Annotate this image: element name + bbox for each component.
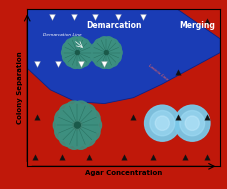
- Point: [87, 155, 91, 158]
- Circle shape: [81, 46, 93, 59]
- Circle shape: [65, 54, 77, 67]
- Point: [35, 116, 39, 119]
- Circle shape: [98, 56, 110, 68]
- Text: Demarcation: Demarcation: [86, 21, 142, 30]
- Circle shape: [91, 46, 103, 59]
- Text: Merging: Merging: [179, 21, 215, 30]
- Point: [56, 63, 60, 66]
- Circle shape: [82, 122, 100, 141]
- Point: [103, 63, 106, 66]
- Circle shape: [59, 128, 77, 146]
- Circle shape: [82, 109, 100, 128]
- Circle shape: [91, 51, 104, 63]
- Circle shape: [59, 104, 77, 123]
- Circle shape: [104, 51, 108, 54]
- Circle shape: [98, 44, 115, 61]
- Circle shape: [91, 42, 104, 54]
- Circle shape: [53, 116, 72, 134]
- Circle shape: [80, 51, 92, 63]
- Point: [176, 71, 180, 74]
- Point: [205, 155, 209, 158]
- Circle shape: [69, 56, 81, 68]
- Circle shape: [65, 39, 77, 51]
- Circle shape: [63, 51, 75, 63]
- Point: [35, 63, 39, 66]
- Circle shape: [103, 56, 115, 68]
- Circle shape: [72, 131, 90, 149]
- Circle shape: [63, 42, 75, 54]
- Circle shape: [69, 44, 86, 61]
- Point: [122, 155, 126, 158]
- Point: [93, 16, 97, 19]
- Circle shape: [94, 39, 106, 51]
- Y-axis label: Colony Separation: Colony Separation: [17, 52, 23, 124]
- Circle shape: [74, 122, 80, 128]
- Circle shape: [76, 51, 79, 54]
- Circle shape: [185, 116, 199, 130]
- Circle shape: [62, 46, 74, 59]
- Circle shape: [98, 37, 110, 49]
- Circle shape: [78, 104, 96, 123]
- Circle shape: [69, 37, 81, 49]
- Point: [33, 155, 37, 158]
- Circle shape: [145, 105, 180, 141]
- Circle shape: [55, 109, 73, 128]
- Point: [205, 20, 209, 23]
- Circle shape: [155, 116, 169, 130]
- Circle shape: [94, 54, 106, 67]
- Circle shape: [109, 42, 121, 54]
- Circle shape: [64, 112, 91, 139]
- Point: [116, 16, 120, 19]
- Circle shape: [74, 56, 86, 68]
- Point: [141, 16, 145, 19]
- Circle shape: [150, 111, 175, 136]
- Circle shape: [77, 39, 89, 51]
- Point: [184, 155, 187, 158]
- Point: [51, 16, 54, 19]
- Text: Lasinio Line: Lasinio Line: [148, 63, 169, 81]
- Circle shape: [109, 51, 121, 63]
- Point: [132, 116, 135, 119]
- Circle shape: [106, 39, 118, 51]
- Point: [60, 155, 64, 158]
- Circle shape: [110, 46, 122, 59]
- Circle shape: [106, 54, 118, 67]
- Point: [205, 116, 209, 119]
- Point: [72, 16, 75, 19]
- Point: [176, 116, 180, 119]
- Point: [151, 155, 155, 158]
- Circle shape: [72, 101, 90, 120]
- Circle shape: [180, 111, 205, 136]
- Circle shape: [55, 122, 73, 141]
- X-axis label: Agar Concentration: Agar Concentration: [85, 170, 162, 177]
- Circle shape: [103, 37, 115, 49]
- Point: [79, 63, 83, 66]
- Text: Demarcation Line: Demarcation Line: [43, 33, 81, 37]
- Circle shape: [80, 42, 92, 54]
- Circle shape: [65, 131, 83, 149]
- Circle shape: [78, 128, 96, 146]
- Polygon shape: [27, 9, 220, 104]
- Circle shape: [77, 54, 89, 67]
- Circle shape: [83, 116, 101, 134]
- Circle shape: [74, 37, 86, 49]
- Circle shape: [65, 101, 83, 120]
- Circle shape: [175, 105, 210, 141]
